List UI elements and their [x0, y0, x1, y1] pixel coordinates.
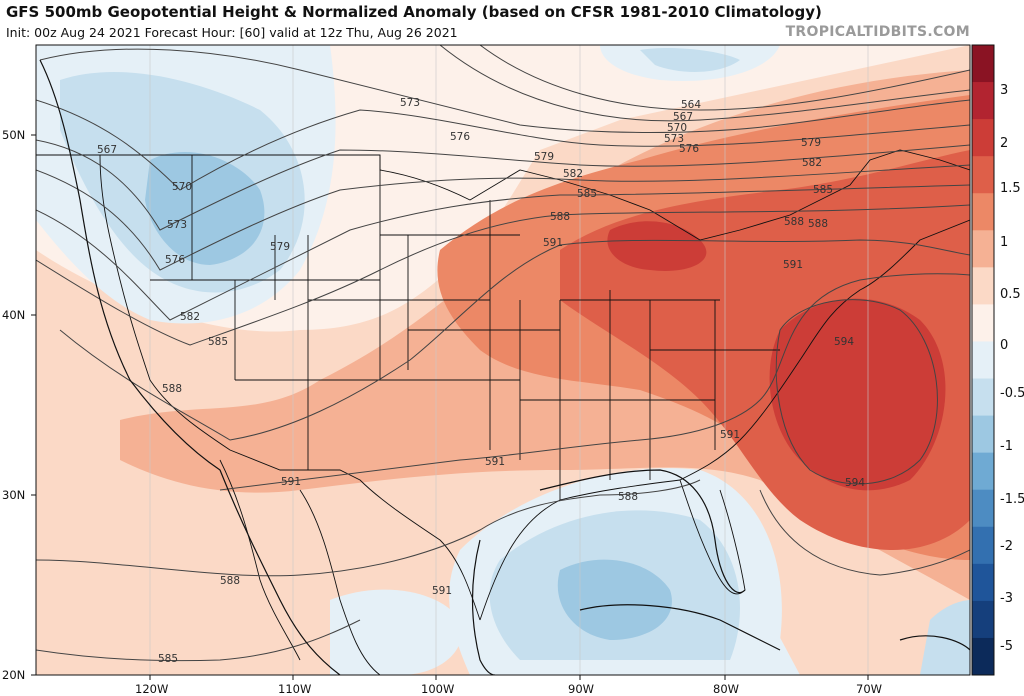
axis-ticks [31, 134, 869, 680]
contour-label: 585 [813, 184, 833, 196]
colorbar-segment [972, 267, 994, 305]
colorbar-segment [972, 452, 994, 491]
colorbar-tick-label: 3 [1000, 83, 1008, 98]
lon-label: 80W [713, 682, 739, 696]
contour-label: 588 [618, 491, 638, 503]
colorbar-segment [972, 193, 994, 231]
colorbar-segment [972, 600, 994, 639]
colorbar-tick-label: -1 [1000, 439, 1013, 454]
contour-label: 585 [208, 336, 228, 348]
contour-label: 591 [281, 476, 301, 488]
height-contours [36, 45, 970, 662]
lon-label: 90W [568, 682, 594, 696]
lon-label: 120W [135, 682, 168, 696]
contour-label: 570 [172, 181, 192, 193]
colorbar-tick-label: -5 [1000, 639, 1013, 654]
contour-label: 579 [534, 151, 554, 163]
colorbar-tick-label: -2 [1000, 539, 1013, 554]
colorbar-tick-label: 0.5 [1000, 287, 1021, 302]
lat-label: 30N [2, 488, 25, 502]
contour-label: 591 [432, 585, 452, 597]
contour-label: 579 [270, 241, 290, 253]
site-credit: TROPICALTIDBITS.COM [785, 24, 970, 40]
colorbar-tick-label: 2 [1000, 136, 1008, 151]
contour-label: 588 [784, 216, 804, 228]
coastlines [39, 59, 970, 675]
colorbar-tick-label: 1.5 [1000, 181, 1021, 196]
contour-label: 585 [158, 653, 178, 665]
map-frame [35, 44, 971, 676]
contour-label: 591 [783, 259, 803, 271]
contour-label: 573 [664, 133, 684, 145]
contour-label: 567 [673, 111, 693, 123]
contour-label: 579 [801, 137, 821, 149]
anomaly-field [36, 45, 970, 675]
contour-label: 588 [220, 575, 240, 587]
colorbar-segment [972, 378, 994, 417]
map-title: GFS 500mb Geopotential Height & Normaliz… [6, 3, 822, 21]
contour-label: 588 [550, 211, 570, 223]
lat-labels: 50N 40N 30N 20N [2, 128, 25, 682]
contour-label: 573 [167, 219, 187, 231]
lat-label: 50N [2, 128, 25, 142]
political-boundaries [36, 149, 970, 675]
contour-label: 591 [543, 237, 563, 249]
contour-label: 576 [679, 143, 699, 155]
colorbar-tick-label: -0.5 [1000, 386, 1024, 401]
contour-label: 567 [97, 144, 117, 156]
colorbar-segment [972, 489, 994, 528]
colorbar-tick-label: 1 [1000, 235, 1008, 250]
contour-label: 591 [720, 429, 740, 441]
lon-label: 70W [856, 682, 882, 696]
colorbar-segment [972, 563, 994, 602]
colorbar-ticks: 3 2 1.5 1 0.5 0 -0.5 -1 -1.5 -2 -3 -5 [1000, 83, 1024, 654]
map-subtitle: Init: 00z Aug 24 2021 Forecast Hour: [60… [6, 25, 458, 40]
colorbar-segment [972, 526, 994, 565]
contour-label: 585 [577, 188, 597, 200]
lat-label: 20N [2, 668, 25, 682]
contour-label: 582 [563, 168, 583, 180]
contour-label: 564 [681, 99, 701, 111]
colorbar-segment [972, 156, 994, 194]
colorbar-segment [972, 45, 994, 83]
contour-label: 576 [165, 254, 185, 266]
lat-label: 40N [2, 308, 25, 322]
contour-label: 594 [834, 336, 854, 348]
lon-label: 110W [278, 682, 311, 696]
contour-label: 570 [667, 122, 687, 134]
colorbar-segment [972, 415, 994, 454]
colorbar-frame [971, 44, 995, 676]
colorbar-segment [972, 341, 994, 380]
contour-label: 588 [808, 218, 828, 230]
colorbar-tick-label: 0 [1000, 338, 1008, 353]
contour-label: 576 [450, 131, 470, 143]
contour-label: 582 [180, 311, 200, 323]
colorbar [971, 44, 995, 676]
contour-label: 582 [802, 157, 822, 169]
colorbar-tick-label: -3 [1000, 591, 1013, 606]
lon-labels: 120W 110W 100W 90W 80W 70W [135, 682, 882, 696]
colorbar-segment [972, 230, 994, 268]
colorbar-segment [972, 637, 994, 676]
lon-label: 100W [421, 682, 454, 696]
contour-label: 573 [400, 97, 420, 109]
contour-label: 588 [162, 383, 182, 395]
contour-label: 594 [845, 477, 865, 489]
colorbar-segment [972, 82, 994, 120]
colorbar-tick-label: -1.5 [1000, 492, 1024, 507]
colorbar-segment [972, 119, 994, 157]
colorbar-segment [972, 304, 994, 342]
contour-label: 591 [485, 456, 505, 468]
